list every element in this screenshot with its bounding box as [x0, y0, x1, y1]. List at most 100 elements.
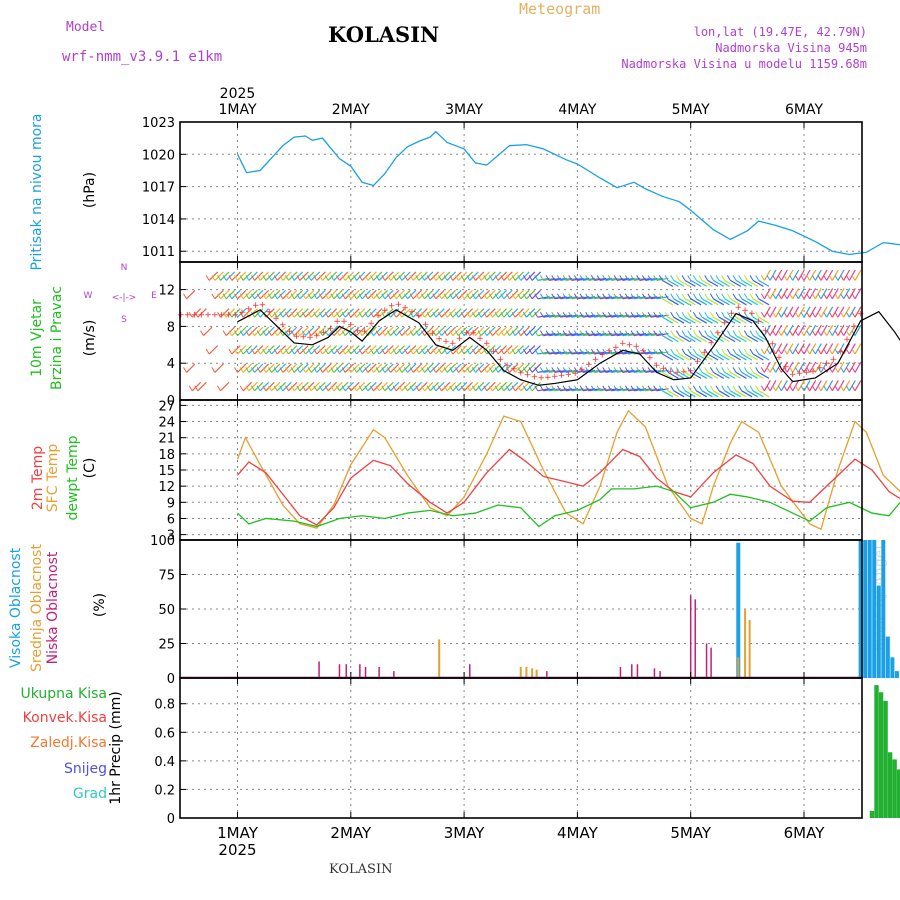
wind-barb-flag: [195, 331, 198, 336]
wind-barb-flag: [296, 348, 301, 355]
wind-barb: [673, 353, 685, 361]
cloud-bar-high: [867, 540, 872, 678]
wind-barb-flag: [184, 331, 187, 336]
wind-barb: [752, 298, 764, 306]
wind-barb: [429, 381, 440, 392]
wind-barb: [390, 363, 400, 373]
wind-barb-flag: [239, 311, 244, 318]
wind-barb-flag: [766, 330, 771, 336]
wind-barb-flag: [330, 311, 335, 318]
wind-barb-flag: [426, 275, 431, 281]
cloud-bar-low: [338, 664, 341, 678]
wind-barb: [327, 345, 338, 355]
wind-barb: [435, 289, 445, 300]
wind-barb: [361, 308, 372, 318]
wind-barb-flag: [392, 385, 397, 392]
wind-barb-flag: [596, 330, 601, 336]
wind-barb: [327, 308, 338, 318]
wind-barb-flag: [755, 385, 760, 392]
wind-barb-flag: [421, 367, 425, 373]
y-tick-label: 8: [167, 320, 175, 335]
wind-barb-flag: [562, 275, 567, 281]
wind-barb: [293, 289, 304, 300]
wind-barb: [367, 289, 377, 300]
wind-gust-marker: +: [680, 367, 688, 377]
wind-barb: [469, 381, 479, 392]
wind-barb-flag: [307, 385, 312, 392]
year-label-top: 2025: [220, 86, 256, 102]
wind-barb: [299, 289, 309, 300]
wind-barb-flag: [823, 385, 828, 392]
wind-barb-flag: [653, 275, 658, 281]
wind-barb: [667, 298, 679, 306]
wind-barb: [242, 289, 253, 300]
wind-barb-flag: [494, 367, 499, 373]
wind-gust-marker: +: [435, 335, 443, 345]
wind-barb-flag: [743, 275, 748, 281]
wind-barb-flag: [296, 293, 301, 300]
wind-barb-flag: [222, 330, 227, 336]
wind-barb-flag: [268, 367, 272, 373]
wind-barb: [707, 335, 719, 343]
wind-barb: [684, 371, 696, 379]
wind-barb: [395, 363, 406, 373]
wind-barb: [747, 298, 759, 306]
wind-barb: [735, 316, 747, 324]
wind-barb-flag: [528, 311, 533, 318]
wind-barb-flag: [302, 367, 306, 373]
wind-barb-flag: [483, 293, 488, 300]
wind-barb: [412, 289, 423, 300]
wind-barb: [747, 279, 759, 287]
wind-barb: [401, 308, 411, 318]
wind-barb-flag: [183, 293, 187, 300]
wind-barb-flag: [619, 293, 624, 300]
precip-bar: [878, 692, 884, 818]
wind-barb: [327, 381, 338, 392]
wind-barb: [401, 271, 411, 281]
day-label-top: 3MAY: [445, 102, 483, 118]
wind-barb: [707, 371, 719, 379]
wind-barb-flag: [573, 348, 578, 355]
wind-barb: [361, 289, 372, 300]
wind-barb-flag: [279, 385, 284, 392]
wind-barb-flag: [245, 275, 250, 281]
wind-barb: [452, 381, 462, 392]
wind-barb-flag: [817, 385, 822, 392]
wind-barb-flag: [262, 330, 267, 336]
wind-barb-flag: [409, 293, 414, 300]
wind-barb: [463, 363, 474, 373]
wind-barb-flag: [494, 293, 499, 300]
wind-barb-flag: [726, 367, 731, 373]
wind-barb: [299, 363, 309, 373]
wind-barb-flag: [477, 348, 482, 355]
wind-barb: [384, 345, 394, 355]
wind-barb: [435, 308, 445, 318]
wind-barb-flag: [268, 348, 272, 355]
wind-barb-flag: [251, 330, 255, 336]
panel-frame: [179, 121, 863, 263]
wind-barb-flag: [211, 293, 216, 300]
wind-barb-flag: [477, 367, 482, 373]
wind-barb-flag: [845, 330, 850, 336]
wind-barb-flag: [664, 348, 669, 355]
wind-barb-flag: [636, 367, 641, 373]
wind-barb-flag: [307, 367, 312, 373]
wind-gust-marker: +: [327, 324, 335, 334]
wind-barb-flag: [607, 275, 612, 281]
wind-barb-flag: [472, 293, 476, 300]
wind-barb-flag: [630, 367, 635, 373]
wind-barb: [713, 371, 725, 379]
wind-barb-flag: [268, 311, 272, 318]
wind-barb: [418, 345, 428, 355]
wind-barb-flag: [760, 367, 765, 373]
cloud-bar-low: [636, 664, 639, 678]
compass-rose: <-|->: [112, 293, 137, 303]
wind-barb-flag: [726, 330, 731, 336]
wind-barb: [724, 298, 736, 306]
year-label-bottom: 2025: [218, 841, 256, 859]
wind-barb: [441, 308, 451, 318]
wind-barb-flag: [760, 385, 765, 392]
wind-barb: [225, 326, 236, 337]
wind-barb: [424, 326, 434, 337]
y-tick-label: 0.2: [154, 783, 175, 798]
